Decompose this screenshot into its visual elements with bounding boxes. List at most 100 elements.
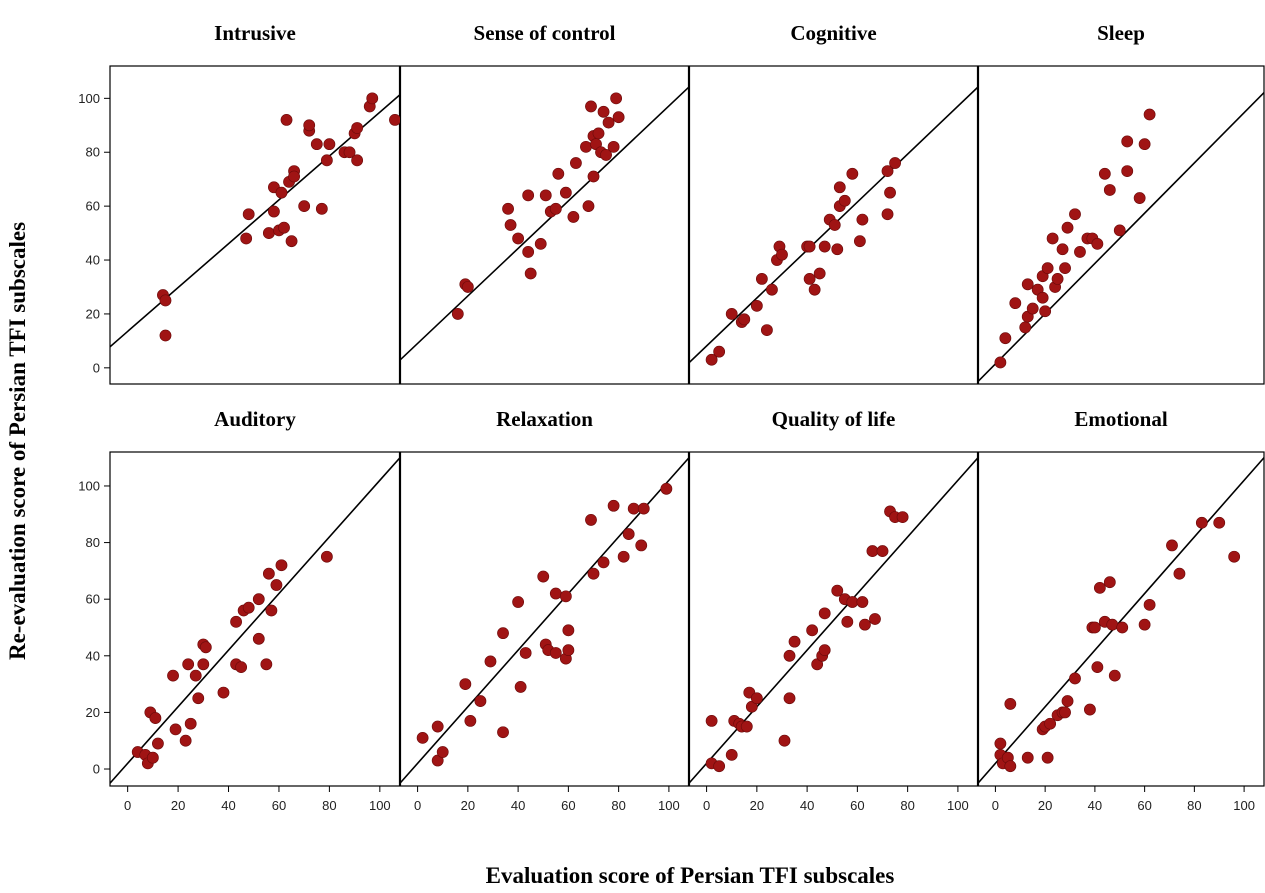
data-point [252,632,265,645]
panel: Relaxation 0 20 40 60 80 100 [400,407,689,813]
y-tick-label: 60 [86,592,100,607]
data-point [1039,305,1052,318]
data-point [1041,751,1054,764]
y-tick-label: 0 [93,360,100,375]
data-point [537,570,550,583]
data-point [1103,576,1116,589]
x-tick-label: 20 [461,798,475,813]
data-point [1074,246,1086,258]
data-point [1019,321,1032,334]
panel-plot-area [110,92,400,348]
data-point [169,723,182,736]
x-tick-label: 0 [414,798,421,813]
data-point [1036,291,1049,304]
data-point [831,584,844,597]
data-point [637,502,650,515]
data-point [323,138,336,151]
data-point [461,281,474,293]
data-point [607,140,620,153]
panel-title: Auditory [214,407,296,431]
data-point [876,545,889,557]
data-point [459,678,472,691]
data-point [562,644,575,657]
y-tick-label: 60 [86,199,100,214]
data-point [713,345,726,358]
data-point [1121,135,1134,148]
panel-title: Quality of life [772,407,896,431]
x-tick-label: 100 [658,798,680,813]
data-point [592,127,605,140]
data-point [602,116,615,129]
data-point [803,240,816,253]
data-point [199,641,212,654]
data-point [859,618,871,631]
fit-line [978,456,1264,785]
data-point [567,211,580,223]
data-point [534,237,547,250]
data-point [778,734,791,747]
data-point [610,92,623,105]
data-point [705,714,718,727]
x-tick-label: 80 [611,798,625,813]
data-point [627,502,640,515]
data-point [192,692,205,705]
panel-plot-area [689,85,978,366]
x-tick-label: 40 [511,798,525,813]
data-point [502,202,514,215]
data-point [803,272,816,285]
panels-grid: Intrusive 0 20 40 60 80 100 Sense of control Cog… [78,21,1265,813]
panel: Emotional 0 20 40 60 80 100 [978,407,1264,813]
data-point [1143,108,1156,121]
data-point [189,669,202,682]
data-point [776,248,788,261]
data-point [320,154,333,167]
data-point [1069,208,1081,221]
data-point [660,482,673,495]
data-point [303,119,316,132]
data-point [167,669,179,682]
data-point [240,232,253,245]
data-point [559,590,572,603]
data-point [1098,167,1111,180]
data-point [761,324,773,337]
x-tick-label: 100 [369,798,391,813]
data-point [818,240,831,253]
data-point [1108,669,1121,682]
panel-plot-area [978,456,1264,785]
data-point [1021,751,1034,764]
data-point [552,167,565,180]
data-point [366,92,379,105]
data-point [1004,760,1017,773]
data-point [580,140,592,153]
data-point [474,695,487,707]
data-point [519,647,532,659]
data-point [252,593,265,606]
data-point [389,113,400,126]
panel-title: Emotional [1074,407,1168,431]
y-tick-label: 0 [93,762,100,777]
data-point [562,624,575,637]
data-point [270,579,283,591]
data-point [159,294,172,307]
data-point [310,138,323,151]
data-point [1195,516,1208,529]
data-point [1084,703,1096,716]
data-point [818,644,831,657]
x-tick-label: 100 [947,798,969,813]
data-point [1213,516,1226,529]
data-point [514,681,527,693]
data-point [597,105,610,118]
x-tick-label: 40 [1088,798,1102,813]
panel-plot-area [400,85,689,362]
data-point [1091,237,1104,250]
x-axis-title: Evaluation score of Persian TFI subscale… [486,863,895,888]
data-point [1044,717,1057,730]
data-point [1061,221,1074,234]
data-point [846,596,859,608]
data-point [994,737,1007,750]
data-point [549,647,562,659]
panel-title: Sense of control [474,21,616,45]
data-point [1103,184,1116,196]
data-point [853,235,866,248]
